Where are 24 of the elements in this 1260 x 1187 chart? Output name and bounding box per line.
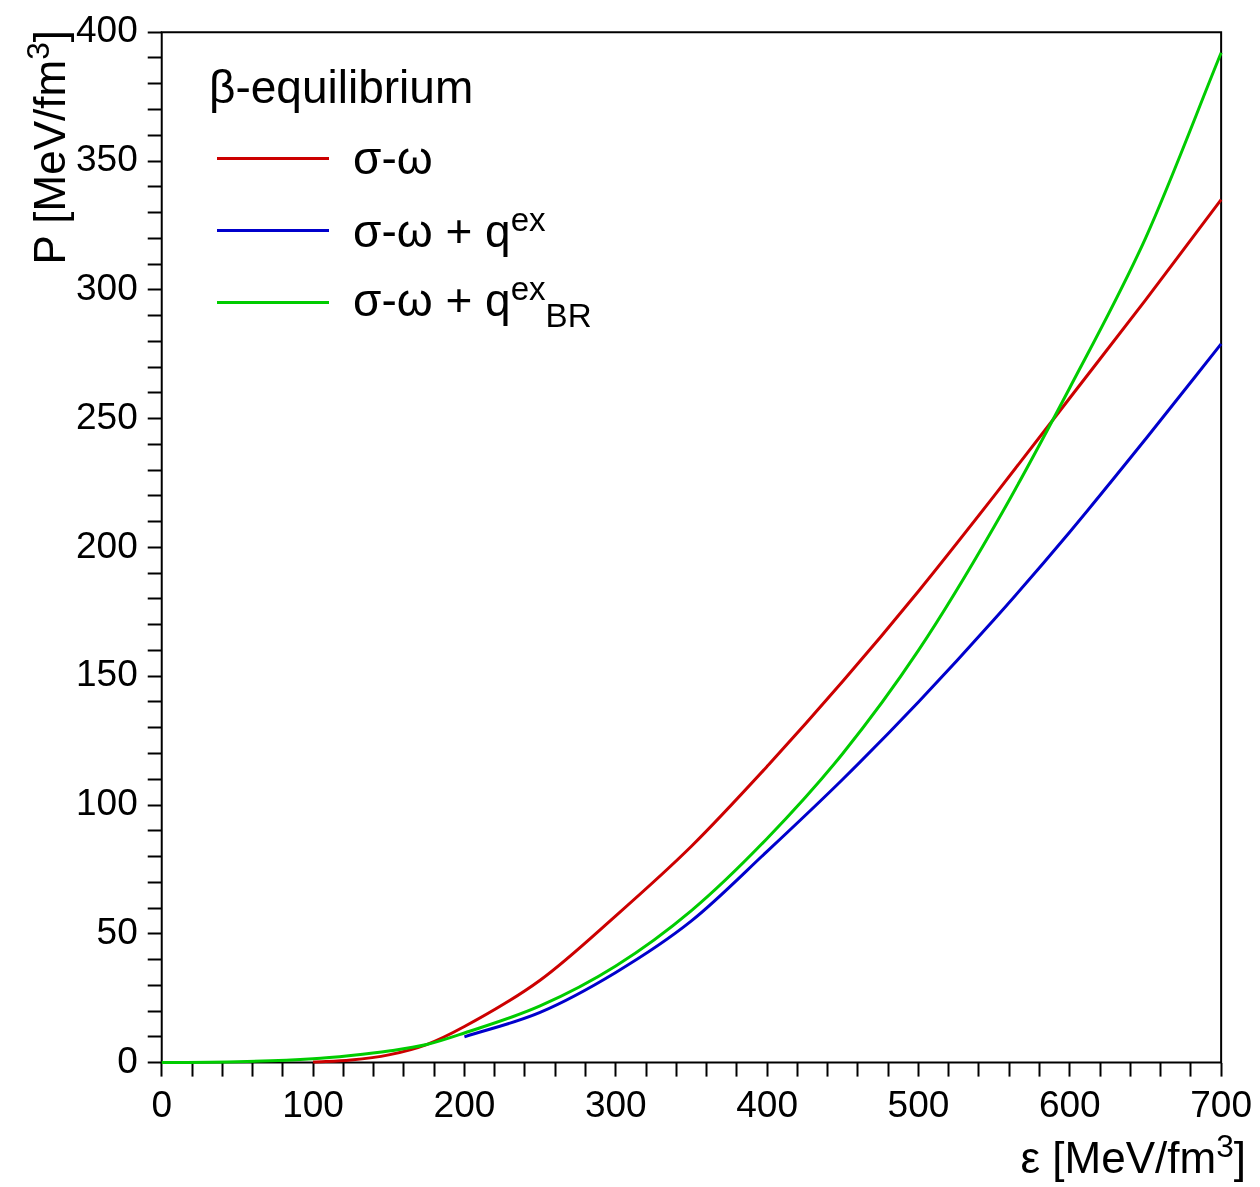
y-tick-label: 100 [76, 782, 138, 824]
y-tick-label: 150 [76, 653, 138, 695]
legend-label: σ-ω + q$^{ex}$ [353, 201, 546, 259]
line-series [311, 198, 1223, 1064]
line-series [462, 342, 1223, 1039]
line-series [160, 51, 1223, 1065]
x-tick-label: 0 [151, 1084, 173, 1125]
y-tick-label: 0 [117, 1039, 138, 1081]
y-tick-label: 250 [76, 395, 138, 437]
x-tick-label: 500 [887, 1084, 950, 1125]
y-tick-label: 200 [76, 524, 138, 566]
x-tick-label: 200 [433, 1084, 496, 1125]
y-tick-label: 400 [76, 9, 138, 51]
x-tick-label: 300 [584, 1084, 647, 1125]
x-tick-label: 700 [1190, 1084, 1252, 1125]
x-tick-label: 600 [1038, 1084, 1101, 1125]
y-tick-label: 350 [76, 138, 138, 180]
legend-label: σ-ω [353, 131, 433, 185]
legend-title: β-equilibrium [209, 60, 475, 114]
y-tick-label: 50 [96, 911, 138, 952]
x-tick-label: 400 [736, 1084, 798, 1125]
x-tick-label: 100 [282, 1084, 344, 1125]
y-tick-label: 300 [76, 267, 138, 308]
x-axis-title: ε [MeV/fm$^{3}$] [1020, 1128, 1246, 1183]
